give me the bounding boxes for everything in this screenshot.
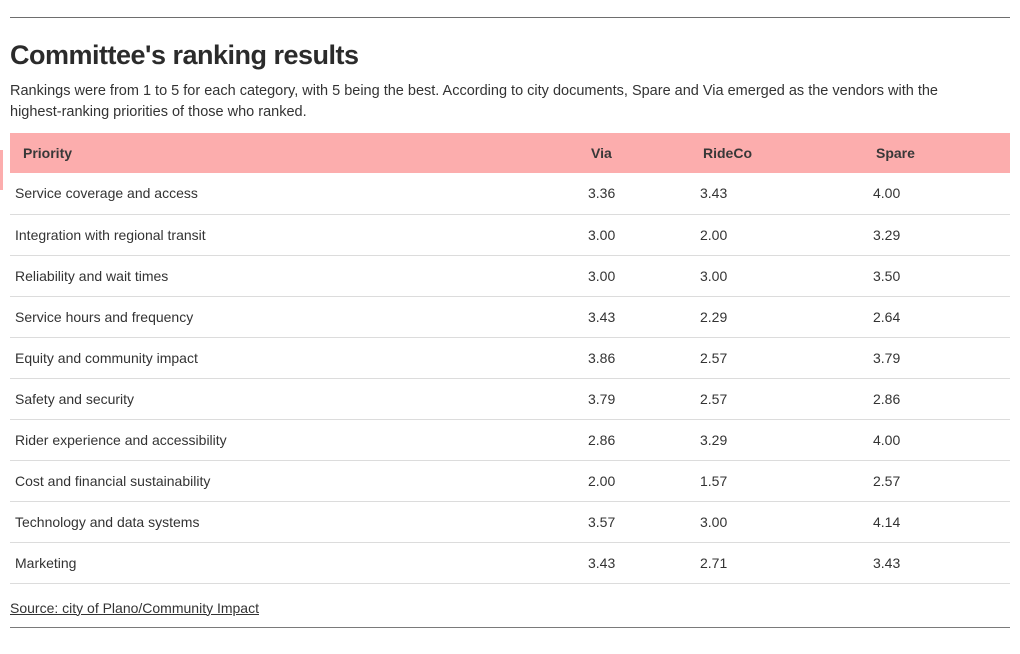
- spare-cell: 2.64: [873, 308, 901, 325]
- via-cell: 3.79: [588, 390, 616, 407]
- rankings-table: Priority Via RideCo Spare Service covera…: [10, 133, 1010, 584]
- table-row: Equity and community impact 3.86 2.57 3.…: [10, 337, 1010, 378]
- table-row: Integration with regional transit 3.00 2…: [10, 214, 1010, 255]
- column-header-priority: Priority: [23, 145, 73, 161]
- table-row: Technology and data systems 3.57 3.00 4.…: [10, 501, 1010, 542]
- header-edge-sliver: [0, 150, 3, 190]
- via-cell: 2.86: [588, 431, 616, 448]
- rideco-cell: 2.00: [700, 226, 728, 243]
- chart-subtitle-line-2: highest-ranking priorities of those who …: [10, 104, 307, 120]
- via-cell: 3.43: [588, 308, 616, 325]
- table-row: Service coverage and access 3.36 3.43 4.…: [10, 173, 1010, 214]
- table-header-row: Priority Via RideCo Spare: [10, 133, 1010, 173]
- priority-cell: Marketing: [15, 554, 77, 571]
- via-cell: 2.00: [588, 472, 616, 489]
- spare-cell: 4.00: [873, 185, 901, 202]
- priority-cell: Reliability and wait times: [15, 267, 169, 284]
- via-cell: 3.86: [588, 349, 616, 366]
- table-row: Service hours and frequency 3.43 2.29 2.…: [10, 296, 1010, 337]
- spare-cell: 3.29: [873, 226, 901, 243]
- spare-cell: 3.43: [873, 554, 901, 571]
- via-cell: 3.36: [588, 185, 616, 202]
- rideco-cell: 3.29: [700, 431, 728, 448]
- chart-subtitle-line-1: Rankings were from 1 to 5 for each categ…: [10, 83, 938, 99]
- priority-cell: Cost and financial sustainability: [15, 472, 211, 489]
- column-header-via: Via: [591, 145, 612, 161]
- table-row: Marketing 3.43 2.71 3.43: [10, 542, 1010, 583]
- rideco-cell: 3.43: [700, 185, 728, 202]
- rideco-cell: 2.57: [700, 349, 728, 366]
- priority-cell: Service hours and frequency: [15, 308, 194, 325]
- via-cell: 3.00: [588, 226, 616, 243]
- top-divider: [10, 17, 1010, 18]
- priority-cell: Service coverage and access: [15, 185, 198, 202]
- priority-cell: Rider experience and accessibility: [15, 431, 227, 448]
- chart-title: Committee's ranking results: [10, 40, 359, 70]
- bottom-divider: [10, 626, 1010, 628]
- rideco-cell: 2.71: [700, 554, 728, 571]
- via-cell: 3.43: [588, 554, 616, 571]
- rideco-cell: 1.57: [700, 472, 728, 489]
- spare-cell: 2.86: [873, 390, 901, 407]
- via-cell: 3.57: [588, 513, 616, 530]
- column-header-spare: Spare: [876, 145, 915, 161]
- rideco-cell: 3.00: [700, 267, 728, 284]
- chart-subtitle: Rankings were from 1 to 5 for each categ…: [10, 81, 1010, 123]
- priority-cell: Integration with regional transit: [15, 226, 206, 243]
- rideco-cell: 3.00: [700, 513, 728, 530]
- table-header: Priority Via RideCo Spare: [10, 133, 1010, 173]
- priority-cell: Safety and security: [15, 390, 135, 407]
- priority-cell: Technology and data systems: [15, 513, 200, 530]
- table-row: Rider experience and accessibility 2.86 …: [10, 419, 1010, 460]
- spare-cell: 3.79: [873, 349, 901, 366]
- source-line: Source: city of Plano/Community Impact: [10, 600, 1010, 616]
- source-link[interactable]: Source: city of Plano/Community Impact: [10, 599, 259, 616]
- rideco-cell: 2.57: [700, 390, 728, 407]
- spare-cell: 2.57: [873, 472, 901, 489]
- table-row: Safety and security 3.79 2.57 2.86: [10, 378, 1010, 419]
- spare-cell: 4.14: [873, 513, 901, 530]
- table-row: Reliability and wait times 3.00 3.00 3.5…: [10, 255, 1010, 296]
- spare-cell: 3.50: [873, 267, 901, 284]
- column-header-rideco: RideCo: [703, 145, 752, 161]
- rideco-cell: 2.29: [700, 308, 728, 325]
- table-row: Cost and financial sustainability 2.00 1…: [10, 460, 1010, 501]
- priority-cell: Equity and community impact: [15, 349, 198, 366]
- spare-cell: 4.00: [873, 431, 901, 448]
- via-cell: 3.00: [588, 267, 616, 284]
